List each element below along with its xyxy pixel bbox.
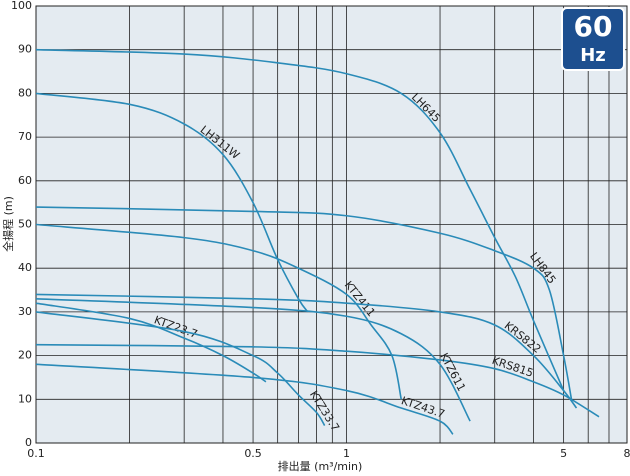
curve <box>35 297 471 422</box>
curve <box>35 223 403 400</box>
curve <box>35 92 309 313</box>
y-tick-label: 50 <box>18 218 32 231</box>
y-tick-label: 20 <box>18 349 32 362</box>
y-tick-label: 80 <box>18 86 32 99</box>
y-tick-label: 100 <box>11 0 32 12</box>
y-tick-label: 0 <box>25 436 32 449</box>
badge-unit: Hz <box>580 45 606 66</box>
y-tick-label: 70 <box>18 130 32 143</box>
y-tick-label: 10 <box>18 392 32 405</box>
x-tick-label: 5 <box>560 447 567 460</box>
badge-box <box>561 7 625 71</box>
curve <box>35 206 573 400</box>
curve <box>35 302 267 383</box>
curve <box>35 363 454 435</box>
y-axis-label: 全揚程 (m) <box>1 196 15 252</box>
curve <box>35 311 326 426</box>
badge: 60 Hz <box>561 7 625 71</box>
y-tick-label: 30 <box>18 305 32 318</box>
x-tick-label: 1 <box>343 447 350 460</box>
y-tick-label: 40 <box>18 261 32 274</box>
x-axis-label: 排出量 (m³/min) <box>278 459 363 473</box>
y-tick-label: 60 <box>18 174 32 187</box>
y-tick-label: 90 <box>18 43 32 56</box>
curve <box>35 293 578 409</box>
x-tick-label: 0.1 <box>27 447 45 460</box>
x-tick-label: 8 <box>624 447 630 460</box>
curve <box>35 343 600 418</box>
x-tick-label: 0.5 <box>244 447 262 460</box>
curve <box>35 48 565 391</box>
badge-value: 60 <box>574 10 613 43</box>
